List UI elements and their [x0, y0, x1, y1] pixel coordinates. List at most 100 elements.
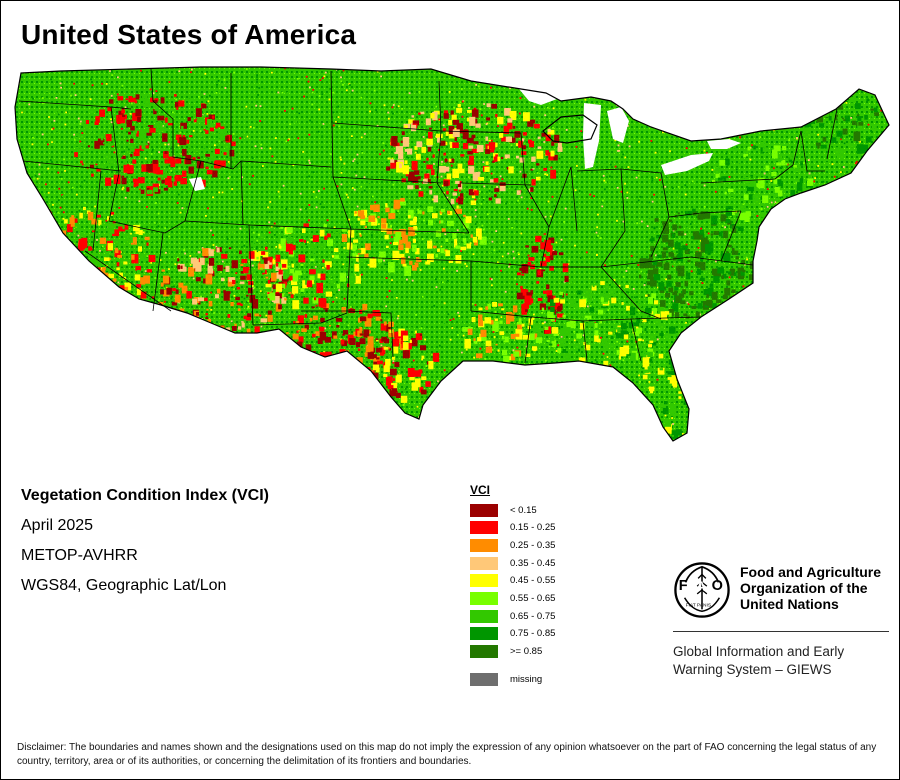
vci-pixel	[533, 323, 540, 333]
vci-pixel	[609, 290, 617, 295]
vci-pixel	[188, 268, 195, 277]
vci-speckle-pixel	[865, 356, 868, 359]
vci-pixel	[713, 273, 718, 278]
vci-pixel	[448, 119, 453, 126]
giews-name: Global Information and Early Warning Sys…	[673, 643, 889, 679]
vci-pixel	[188, 267, 193, 272]
vci-speckle-pixel	[149, 88, 152, 91]
vci-pixel	[119, 296, 123, 300]
vci-speckle-pixel	[499, 175, 502, 178]
vci-speckle-pixel	[619, 366, 622, 369]
vci-pixel	[166, 314, 172, 320]
vci-pixel	[661, 344, 665, 348]
vci-pixel	[178, 154, 183, 158]
vci-speckle-pixel	[120, 374, 123, 376]
vci-pixel	[721, 275, 724, 280]
vci-pixel	[801, 198, 805, 203]
vci-pixel	[186, 291, 192, 299]
vci-pixel	[729, 161, 732, 165]
vci-pixel	[239, 251, 242, 254]
vci-pixel	[495, 154, 498, 157]
vci-speckle-pixel	[732, 311, 735, 314]
vci-speckle-pixel	[465, 265, 468, 268]
vci-pixel	[162, 133, 168, 142]
vci-pixel	[247, 313, 252, 317]
vci-speckle-pixel	[85, 300, 88, 303]
vci-speckle-pixel	[813, 180, 816, 183]
vci-pixel	[364, 316, 372, 327]
vci-speckle-pixel	[402, 404, 405, 406]
org-line-1: Food and Agriculture	[740, 564, 882, 580]
vci-speckle-pixel	[696, 123, 699, 126]
vci-pixel	[504, 108, 511, 116]
vci-pixel	[105, 177, 112, 186]
vci-pixel	[682, 245, 688, 251]
vci-speckle-pixel	[614, 207, 617, 210]
vci-pixel	[348, 230, 355, 238]
vci-speckle-pixel	[220, 318, 223, 320]
vci-pixel	[95, 258, 102, 265]
vci-speckle-pixel	[323, 187, 325, 190]
vci-speckle-pixel	[650, 404, 653, 407]
vci-pixel	[146, 187, 150, 191]
vci-pixel	[393, 346, 399, 354]
vci-pixel	[829, 96, 832, 99]
vci-speckle-pixel	[602, 352, 605, 355]
vci-speckle-pixel	[224, 87, 227, 89]
vci-pixel	[521, 264, 529, 274]
vci-speckle-pixel	[409, 419, 412, 422]
vci-speckle-pixel	[173, 310, 176, 313]
vci-pixel	[469, 116, 476, 126]
vci-speckle-pixel	[392, 360, 395, 363]
vci-speckle-pixel	[547, 404, 549, 407]
vci-pixel	[632, 326, 636, 332]
vci-speckle-pixel	[455, 250, 458, 252]
vci-speckle-pixel	[653, 195, 655, 197]
vci-pixel	[408, 227, 415, 237]
vci-pixel	[329, 325, 331, 327]
vci-speckle-pixel	[461, 391, 463, 394]
vci-pixel	[386, 376, 393, 386]
vci-speckle-pixel	[863, 306, 865, 309]
vci-pixel	[652, 342, 657, 346]
vci-speckle-pixel	[510, 144, 513, 147]
vci-pixel	[356, 273, 360, 276]
vci-pixel	[240, 264, 244, 267]
vci-speckle-pixel	[254, 145, 257, 148]
vci-pixel	[613, 345, 616, 348]
vci-pixel	[653, 226, 656, 230]
vci-pixel	[235, 296, 240, 301]
vci-speckle-pixel	[582, 395, 585, 398]
vci-pixel	[97, 138, 105, 146]
vci-pixel	[392, 378, 395, 381]
vci-speckle-pixel	[212, 399, 214, 401]
vci-pixel	[47, 298, 53, 304]
vci-speckle-pixel	[856, 323, 858, 326]
vci-pixel	[358, 254, 365, 263]
vci-speckle-pixel	[166, 286, 168, 289]
vci-pixel	[386, 166, 391, 171]
vci-speckle-pixel	[388, 117, 390, 120]
vci-speckle-pixel	[377, 448, 379, 450]
vci-pixel	[636, 317, 641, 324]
vci-speckle-pixel	[497, 245, 500, 247]
vci-pixel	[301, 277, 305, 281]
vci-speckle-pixel	[558, 90, 561, 93]
vci-speckle-pixel	[445, 205, 448, 208]
vci-pixel	[205, 322, 209, 327]
vci-pixel	[656, 254, 662, 259]
vci-speckle-pixel	[405, 368, 407, 371]
vci-speckle-pixel	[490, 86, 492, 89]
vci-speckle-pixel	[888, 387, 889, 390]
vci-pixel	[48, 283, 54, 291]
vci-pixel	[476, 144, 484, 153]
vci-speckle-pixel	[600, 336, 602, 339]
vci-speckle-pixel	[43, 288, 46, 291]
vci-speckle-pixel	[875, 311, 878, 314]
vci-speckle-pixel	[423, 219, 425, 222]
vci-pixel	[675, 295, 682, 303]
vci-speckle-pixel	[576, 107, 579, 110]
vci-speckle-pixel	[436, 438, 438, 441]
vci-speckle-pixel	[41, 67, 44, 70]
vci-pixel	[369, 258, 377, 268]
